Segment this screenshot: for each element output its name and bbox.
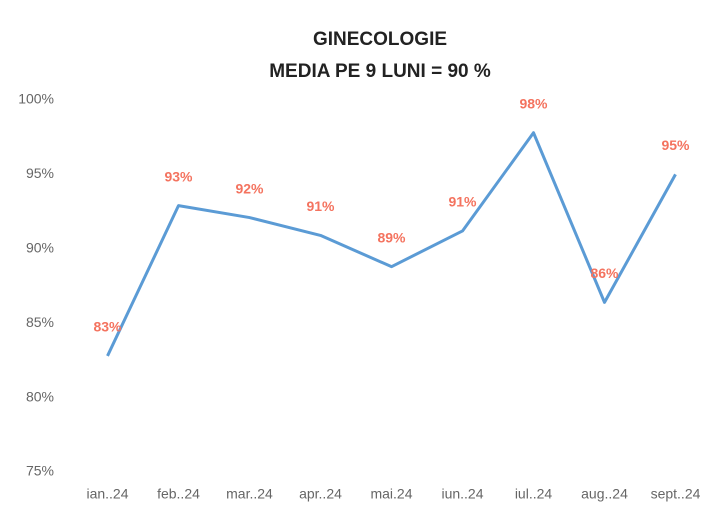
- chart-title: GINECOLOGIE: [313, 29, 447, 50]
- data-label: 91%: [306, 198, 335, 214]
- y-tick-label: 85%: [26, 314, 54, 330]
- x-tick-label: mai.24: [370, 486, 412, 502]
- y-tick-label: 90%: [26, 240, 54, 256]
- y-tick-label: 95%: [26, 165, 54, 181]
- x-tick-label: apr..24: [299, 486, 342, 502]
- data-label: 98%: [519, 95, 548, 111]
- x-tick-label: ian..24: [86, 486, 128, 502]
- data-label: 93%: [164, 168, 193, 184]
- y-tick-label: 80%: [26, 388, 54, 404]
- y-tick-label: 75%: [26, 463, 54, 479]
- data-label: 86%: [590, 265, 619, 281]
- x-tick-label: iul..24: [515, 486, 553, 502]
- x-tick-label: mar..24: [226, 486, 273, 502]
- data-label: 92%: [235, 180, 264, 196]
- series-line: [106, 131, 677, 357]
- data-label: 89%: [377, 229, 406, 245]
- data-label: 83%: [93, 319, 122, 335]
- chart-subtitle: MEDIA PE 9 LUNI = 90 %: [269, 61, 491, 82]
- x-tick-label: feb..24: [157, 486, 200, 502]
- x-tick-label: iun..24: [441, 486, 483, 502]
- data-label: 95%: [661, 137, 690, 153]
- x-tick-label: sept..24: [651, 486, 701, 502]
- x-tick-label: aug..24: [581, 486, 628, 502]
- y-tick-label: 100%: [18, 91, 54, 107]
- data-label: 91%: [448, 194, 477, 210]
